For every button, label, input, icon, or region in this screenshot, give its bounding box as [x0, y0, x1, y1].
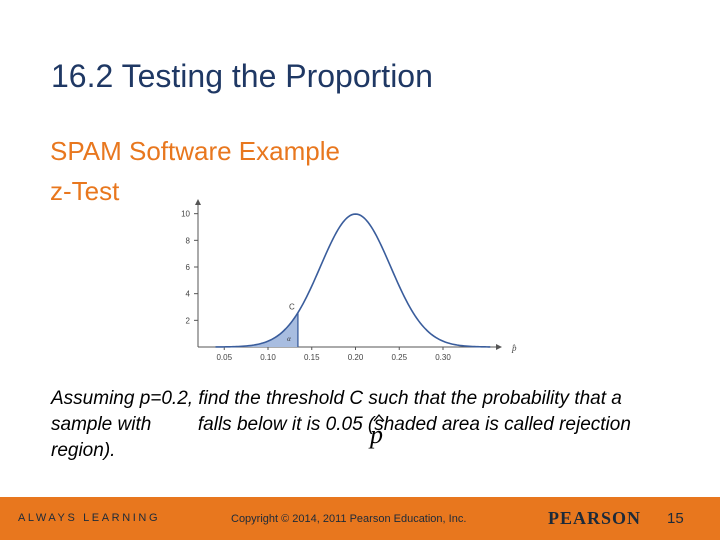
y-tick-label: 4 [186, 290, 191, 299]
x-tick-label: 0.20 [348, 353, 364, 362]
rejection-region [215, 312, 298, 347]
y-tick-label: 10 [181, 210, 190, 219]
x-axis-arrow [496, 344, 502, 350]
x-tick-label: 0.30 [435, 353, 451, 362]
y-tick-label: 8 [186, 236, 191, 245]
x-tick-label: 0.15 [304, 353, 320, 362]
y-axis-arrow [195, 199, 201, 205]
y-tick-label: 6 [186, 263, 191, 272]
page-number: 15 [667, 510, 684, 527]
distribution-curve [215, 213, 491, 348]
body-text-part2: falls below it is 0.05 (shaded area is c… [51, 414, 631, 461]
body-text-part1: Assuming p=0.2, find the threshold C suc… [51, 388, 622, 435]
y-tick-label: 2 [186, 316, 191, 325]
alpha-label: α [287, 335, 291, 343]
subtitle-test: z-Test [50, 176, 120, 206]
footer-tagline: ALWAYS LEARNING [18, 512, 161, 524]
p-letter: p [368, 420, 383, 449]
x-tick-label: 0.05 [216, 353, 232, 362]
hat-mark [373, 413, 385, 422]
chart-axes: 2 4 6 8 10 0.05 0.10 0.15 0.20 0.25 0.30 p̂ [181, 199, 517, 362]
subtitle-example: SPAM Software Example [50, 136, 340, 166]
footer-copyright: Copyright © 2014, 2011 Pearson Education… [231, 513, 467, 525]
body-text: Assuming p=0.2, find the threshold C suc… [51, 386, 671, 464]
normal-curve-chart: 2 4 6 8 10 0.05 0.10 0.15 0.20 0.25 0.30 p̂ Cα [181, 199, 517, 362]
threshold-label: C [289, 303, 295, 312]
x-axis-label: p̂ [511, 343, 517, 353]
chart-marks: Cα [287, 303, 299, 347]
x-tick-label: 0.25 [391, 353, 407, 362]
slide-title: 16.2 Testing the Proportion [51, 58, 433, 94]
p-hat-symbol: p [368, 413, 385, 449]
footer-bar: ALWAYS LEARNING Copyright © 2014, 2011 P… [0, 497, 720, 540]
x-tick-label: 0.10 [260, 353, 276, 362]
pearson-logo: PEARSON [548, 508, 642, 528]
